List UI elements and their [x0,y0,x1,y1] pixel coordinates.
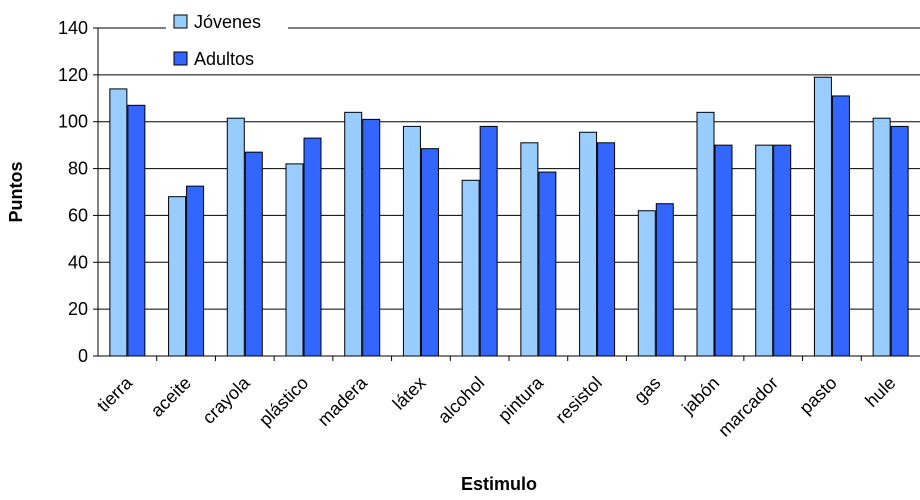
y-tick-labels: 0 20 40 60 80 100 120 140 [58,18,98,366]
x-tick-label: alcohol [434,373,488,427]
bar-adultos [479,125,498,357]
bar-jovenes [872,117,891,357]
x-tick-label: plástico [255,373,312,430]
bar-adultos [244,151,263,357]
x-tick-label: resistol [551,373,605,427]
bar-adultos [597,142,616,357]
x-tick-label: crayola [198,372,254,428]
bar-jovenes [579,131,598,357]
y-tick-label: 60 [68,205,88,225]
y-tick-label: 140 [58,18,88,38]
x-tick-labels: tierra aceite crayola plástico madera látex al… [93,356,899,441]
axes [97,28,920,357]
bar-adultos [831,95,850,357]
y-tick-label: 20 [68,299,88,319]
bar-jovenes [344,111,363,357]
bar-jovenes [402,125,421,357]
legend: Jóvenes Adultos [166,8,288,74]
bar-jovenes [755,144,774,357]
x-tick-label: pasto [795,373,840,418]
bars [109,76,909,357]
bar-jovenes [461,179,480,357]
bar-adultos [303,137,322,357]
x-tick-label: látex [389,373,430,414]
x-tick-label: gas [630,373,665,408]
x-tick-label: jabón [677,373,723,419]
y-tick-label: 120 [58,65,88,85]
bar-jovenes [285,163,304,357]
x-tick-label: madera [314,372,372,430]
bar-jovenes [520,142,539,357]
bar-jovenes [813,76,832,357]
legend-swatch-adultos [173,51,188,66]
bar-jovenes [168,196,187,357]
y-tick-label: 0 [78,346,88,366]
y-axis-title: Puntos [6,162,26,223]
bar-jovenes [637,210,656,357]
bar-adultos [655,203,674,357]
y-tick-label: 100 [58,112,88,132]
bar-adultos [773,144,792,357]
bar-adultos [362,118,381,357]
bar-adultos [538,171,557,357]
y-tick-label: 40 [68,252,88,272]
x-tick-label: hule [861,373,899,411]
x-tick-label: marcador [714,373,782,441]
x-axis-title: Estimulo [461,474,537,494]
y-tick-label: 80 [68,159,88,179]
x-tick-label: tierra [93,372,137,416]
bar-adultos [890,125,909,357]
bar-jovenes [109,88,128,357]
x-tick-label: pintura [494,372,548,426]
bar-jovenes [696,111,715,357]
legend-label-jovenes: Jóvenes [194,12,261,32]
bar-adultos [714,144,733,357]
bar-adultos [420,148,439,357]
bar-adultos [186,185,205,357]
legend-label-adultos: Adultos [194,49,254,69]
x-tick-label: aceite [147,373,195,421]
legend-swatch-jovenes [173,14,188,29]
bar-jovenes [226,117,245,357]
bar-adultos [127,104,146,357]
